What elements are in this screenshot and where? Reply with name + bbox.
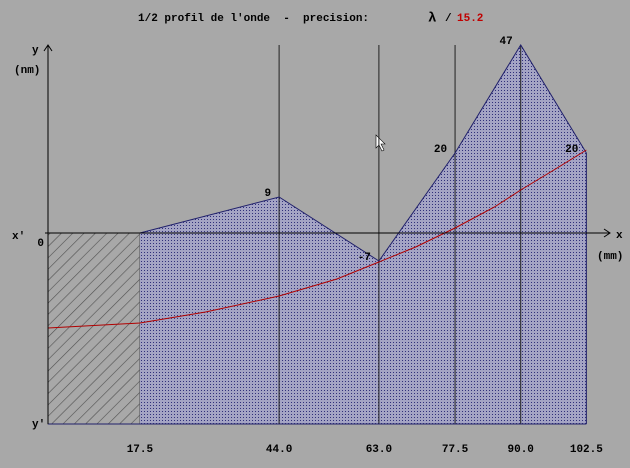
profile-line — [139, 44, 587, 262]
x-tick-label: 77.5 — [442, 444, 469, 456]
area-fill — [139, 45, 587, 424]
y-neg-label: y' — [32, 419, 45, 431]
x-tick-label: 63.0 — [366, 444, 392, 456]
data-label: -7 — [358, 252, 371, 264]
precision-value: 15.2 — [457, 13, 483, 25]
data-label: 47 — [500, 36, 513, 48]
hatched-region — [47, 232, 141, 425]
mouse-cursor — [375, 134, 386, 152]
lambda-symbol: λ — [428, 11, 436, 27]
data-label: 20 — [565, 144, 578, 156]
y-axis-unit: (nm) — [14, 65, 40, 77]
title-divider: / — [445, 13, 452, 25]
x-tick-label: 102.5 — [570, 444, 603, 456]
data-label: 9 — [264, 188, 271, 200]
y-tick-label: 0 — [37, 238, 44, 250]
x-tick-label: 17.5 — [127, 444, 154, 456]
x-neg-label: x' — [12, 231, 25, 243]
x-axis-arrow — [603, 228, 611, 238]
data-label: 20 — [434, 144, 447, 156]
curve-line — [47, 149, 587, 329]
y-axis-arrow — [43, 44, 53, 52]
x-tick-label: 90.0 — [508, 444, 534, 456]
x-tick-label: 44.0 — [266, 444, 292, 456]
x-axis-label: x — [616, 230, 623, 242]
y-axis-label: y — [32, 45, 39, 57]
x-axis-unit: (mm) — [597, 251, 623, 263]
chart-title: 1/2 profil de l'onde - precision: — [138, 13, 369, 25]
